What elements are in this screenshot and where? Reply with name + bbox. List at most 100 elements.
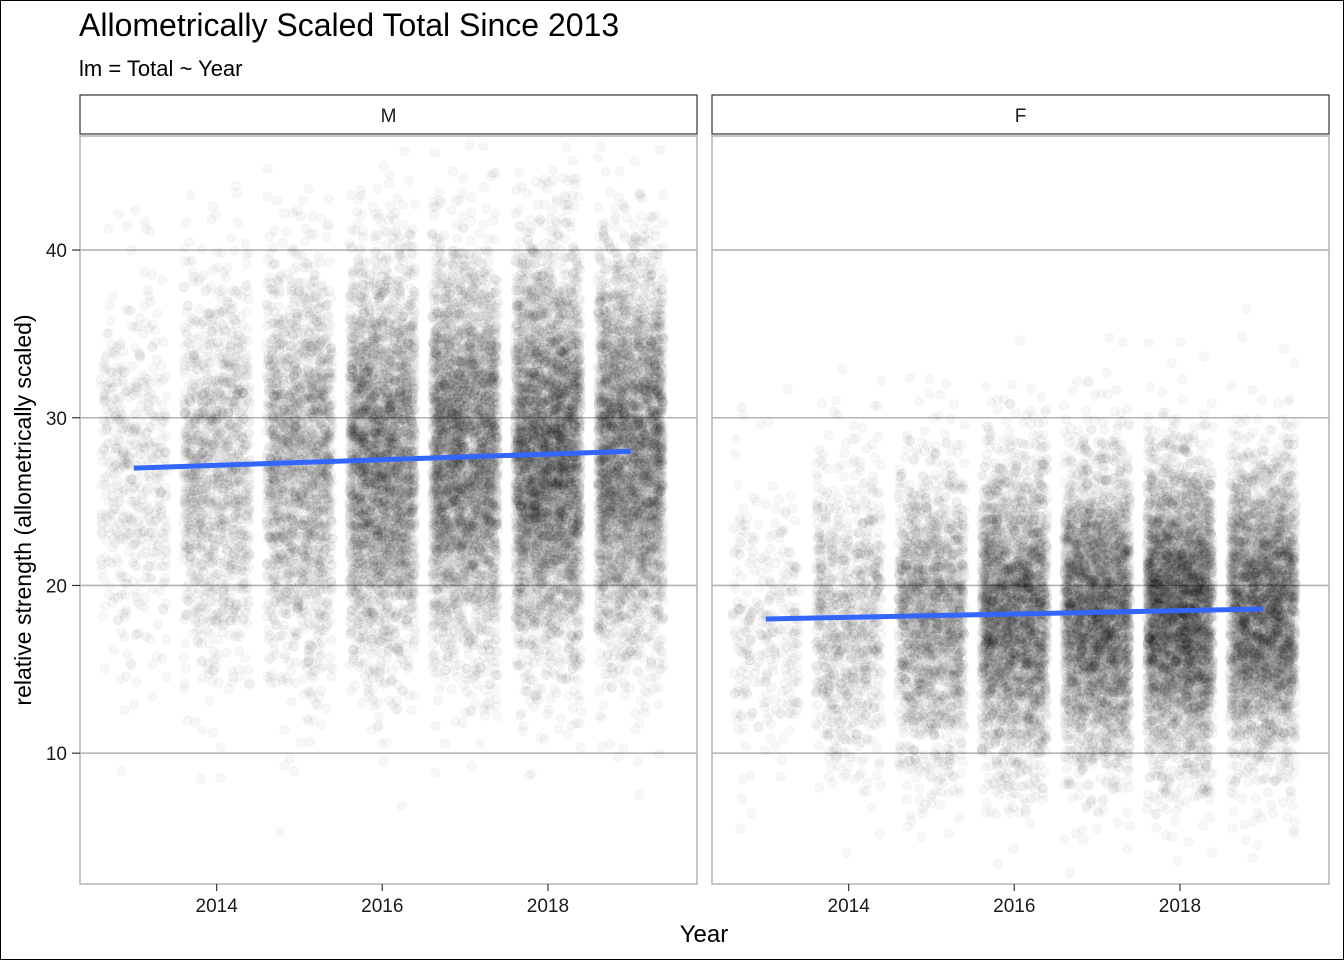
data-point xyxy=(327,401,336,410)
data-point xyxy=(158,579,167,588)
data-point xyxy=(264,654,273,663)
data-point xyxy=(310,475,319,484)
data-point xyxy=(160,516,169,525)
data-point xyxy=(119,347,128,356)
data-point xyxy=(298,324,307,333)
data-point xyxy=(180,244,189,253)
data-point xyxy=(276,631,285,640)
data-point xyxy=(216,559,225,568)
data-point xyxy=(202,587,211,596)
data-point xyxy=(241,239,250,248)
panel-label-m: M xyxy=(381,106,397,127)
data-point xyxy=(211,496,220,505)
data-point xyxy=(197,245,206,254)
data-point xyxy=(192,345,201,354)
data-point xyxy=(116,531,125,540)
data-point xyxy=(108,383,117,392)
data-point xyxy=(187,594,196,603)
data-point xyxy=(225,343,234,352)
data-point xyxy=(131,343,140,352)
data-point xyxy=(107,340,116,349)
data-point xyxy=(214,327,223,336)
data-point xyxy=(120,632,129,641)
data-point xyxy=(291,658,300,667)
data-point xyxy=(162,392,171,401)
data-point xyxy=(243,601,252,610)
data-point xyxy=(181,218,190,227)
data-point xyxy=(393,193,402,202)
data-point xyxy=(104,225,113,234)
data-point xyxy=(211,210,220,219)
data-point xyxy=(385,170,394,179)
data-point xyxy=(282,227,291,236)
data-point xyxy=(196,320,205,329)
data-point xyxy=(276,550,285,559)
data-point xyxy=(153,309,162,318)
data-point xyxy=(183,448,192,457)
data-point xyxy=(233,189,242,198)
data-point xyxy=(238,544,247,553)
data-point xyxy=(214,678,223,687)
data-point xyxy=(101,510,110,519)
data-point xyxy=(223,442,232,451)
data-point xyxy=(162,673,171,682)
data-point xyxy=(244,665,253,674)
data-point xyxy=(217,408,226,417)
data-point xyxy=(108,543,117,552)
data-point xyxy=(144,393,153,402)
data-point xyxy=(153,620,162,629)
data-point xyxy=(353,207,362,216)
data-point xyxy=(181,639,190,648)
data-point xyxy=(285,585,294,594)
data-point xyxy=(152,652,161,661)
data-point xyxy=(155,587,164,596)
data-point xyxy=(197,639,206,648)
data-point xyxy=(267,261,276,270)
data-point xyxy=(190,425,199,434)
data-point xyxy=(298,566,307,575)
data-point xyxy=(266,488,275,497)
data-point xyxy=(286,558,295,567)
data-point xyxy=(213,483,222,492)
data-point xyxy=(130,410,139,419)
data-point xyxy=(98,612,107,621)
data-point xyxy=(180,541,189,550)
data-point xyxy=(195,522,204,531)
data-point xyxy=(202,340,211,349)
data-point xyxy=(262,338,271,347)
data-point xyxy=(106,529,115,538)
data-point xyxy=(153,483,162,492)
data-point xyxy=(317,214,326,223)
data-point xyxy=(311,333,320,342)
data-point xyxy=(125,419,134,428)
data-point xyxy=(201,397,210,406)
data-point xyxy=(280,725,289,734)
data-point xyxy=(270,308,279,317)
data-point xyxy=(233,600,242,609)
data-point xyxy=(204,387,213,396)
data-point xyxy=(98,530,107,539)
data-point xyxy=(215,317,224,326)
data-point xyxy=(228,299,237,308)
data-point xyxy=(295,380,304,389)
data-point xyxy=(191,557,200,566)
data-point xyxy=(151,325,160,334)
data-point xyxy=(264,626,273,635)
data-point xyxy=(208,202,217,211)
data-point xyxy=(111,444,120,453)
data-point xyxy=(243,620,252,629)
data-point xyxy=(228,677,237,686)
data-point xyxy=(160,417,169,426)
data-point xyxy=(243,583,252,592)
data-point xyxy=(135,432,144,441)
data-point xyxy=(271,422,280,431)
data-point xyxy=(117,452,126,461)
data-point xyxy=(99,574,108,583)
data-point xyxy=(303,420,312,429)
data-point xyxy=(211,654,220,663)
data-point xyxy=(272,196,281,205)
data-point xyxy=(210,616,219,625)
data-point xyxy=(238,410,247,419)
data-point xyxy=(147,528,156,537)
